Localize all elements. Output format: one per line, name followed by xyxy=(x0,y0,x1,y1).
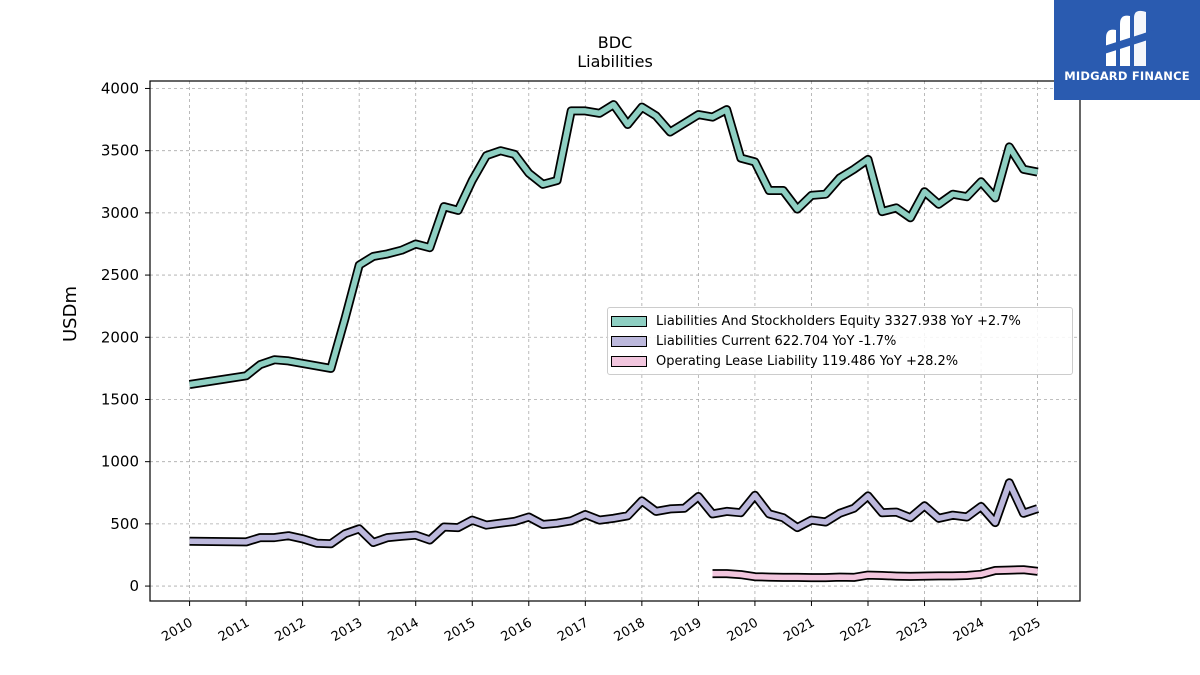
legend-label-current: Liabilities Current 622.704 YoY -1.7% xyxy=(656,333,897,349)
legend-item-equity: Liabilities And Stockholders Equity 3327… xyxy=(608,312,1021,330)
series-line-2 xyxy=(712,566,1038,581)
series-line-0 xyxy=(189,101,1039,388)
y-tick-label-4: 2000 xyxy=(101,328,139,346)
x-tick-label-11: 2021 xyxy=(781,615,817,645)
x-tick-label-5: 2015 xyxy=(442,615,478,645)
y-tick-label-6: 3000 xyxy=(101,204,139,222)
y-tick-label-0: 0 xyxy=(129,577,139,595)
x-axis-ticks: 2010 2011 2012 2013 2014 2015 2016 2017 2018 2019… xyxy=(159,601,1044,645)
y-tick-label-7: 3500 xyxy=(101,142,139,160)
x-tick-label-4: 2014 xyxy=(386,615,422,645)
x-tick-label-6: 2016 xyxy=(499,615,535,645)
x-tick-label-13: 2023 xyxy=(894,615,930,645)
legend-swatch-current xyxy=(611,335,647,347)
y-tick-label-1: 500 xyxy=(110,515,139,533)
series-outline-1 xyxy=(189,478,1040,549)
y-axis-label: USDm xyxy=(60,286,81,342)
x-tick-label-3: 2013 xyxy=(329,615,365,645)
x-tick-label-14: 2024 xyxy=(951,615,987,645)
y-axis-ticks: 0 500 1000 1500 2000 2500 3000 3500 4000 xyxy=(101,79,150,595)
legend-swatch-equity xyxy=(611,315,647,327)
legend-item-lease: Operating Lease Liability 119.486 YoY +2… xyxy=(608,352,958,370)
chart-subtitle: Liabilities xyxy=(577,52,653,71)
midgard-logo-icon xyxy=(1098,10,1154,66)
x-tick-label-9: 2019 xyxy=(668,615,704,645)
legend-label-lease: Operating Lease Liability 119.486 YoY +2… xyxy=(656,353,959,369)
legend: Liabilities And Stockholders Equity 3327… xyxy=(607,307,1073,375)
plot-frame xyxy=(149,80,1081,602)
x-tick-label-2: 2012 xyxy=(272,615,308,645)
x-tick-label-12: 2022 xyxy=(838,615,874,645)
legend-swatch-lease xyxy=(611,355,647,367)
midgard-finance-logo: MIDGARD FINANCE xyxy=(1054,0,1200,100)
logo-text: MIDGARD FINANCE xyxy=(1064,69,1190,83)
x-tick-label-0: 2010 xyxy=(159,615,195,645)
y-tick-label-2: 1000 xyxy=(101,453,139,471)
series-line-1 xyxy=(189,480,1039,547)
chart-title: BDC xyxy=(597,33,633,52)
legend-label-equity: Liabilities And Stockholders Equity 3327… xyxy=(656,313,1021,329)
x-tick-label-15: 2025 xyxy=(1007,615,1043,645)
x-tick-label-8: 2018 xyxy=(612,615,648,645)
x-tick-label-7: 2017 xyxy=(555,615,591,645)
y-tick-label-3: 1500 xyxy=(101,390,139,408)
x-tick-label-1: 2011 xyxy=(216,615,252,645)
x-tick-label-10: 2020 xyxy=(725,615,761,645)
y-tick-label-8: 4000 xyxy=(101,79,139,97)
legend-item-current: Liabilities Current 622.704 YoY -1.7% xyxy=(608,332,896,350)
series-layer xyxy=(188,100,1040,583)
y-tick-label-5: 2500 xyxy=(101,266,139,284)
